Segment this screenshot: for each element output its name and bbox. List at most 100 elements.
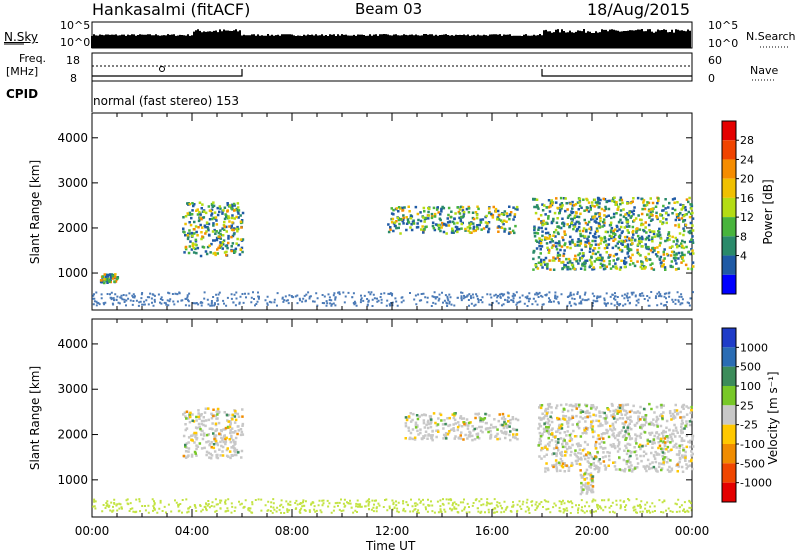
velocity-echo-cells — [459, 412, 505, 441]
power-echo-cells — [390, 206, 517, 233]
velocity-echo-cells — [189, 407, 238, 457]
power-echo-cells — [101, 274, 119, 285]
power-colorbar-tick-label: 16 — [740, 192, 754, 205]
freq-series — [92, 69, 692, 77]
nave-tick-top: 60 — [708, 54, 722, 67]
cpid-label: CPID — [6, 87, 39, 101]
velocity-ytick-label: 3000 — [57, 382, 88, 396]
freq-label: Freq. — [19, 52, 47, 65]
velocity-colorbar-frame — [721, 327, 737, 503]
freq-tick-bottom: 8 — [70, 72, 77, 85]
power-colorbar-tick-label: 8 — [740, 230, 747, 243]
cpid-text: normal (fast stereo) 153 — [93, 94, 240, 108]
velocity-colorbar-tick-label: -100 — [740, 438, 765, 451]
velocity-echo-cells — [551, 404, 682, 472]
velocity-frame — [91, 318, 693, 518]
velocity-colorbar-swatch — [722, 366, 736, 386]
date-title: 18/Aug/2015 — [587, 0, 691, 19]
velocity-colorbar-swatch — [722, 405, 736, 425]
nsearch-label: N.Search — [746, 30, 796, 43]
velocity-echo-cells — [404, 412, 519, 440]
freq-frame — [91, 52, 693, 82]
power-colorbar-frame — [721, 120, 737, 295]
power-echo-region-2 — [532, 196, 695, 271]
velocity-echo-region-2 — [537, 402, 695, 474]
nsearch-tick-bottom: 10^0 — [708, 37, 739, 50]
x-tick-label: 00:00 — [75, 524, 110, 538]
freq-tick-top: 18 — [66, 54, 80, 67]
velocity-ground-scatter — [92, 498, 693, 514]
nsky-tick-bottom: 10^0 — [60, 36, 91, 49]
power-ytick-label: 2000 — [57, 221, 88, 235]
nsky-label: N.Sky — [4, 30, 39, 44]
velocity-colorbar-tick-label: -25 — [740, 419, 758, 432]
x-tick-label: 00:00 — [675, 524, 710, 538]
power-ytick-label: 1000 — [57, 266, 88, 280]
power-colorbar-swatch — [722, 274, 736, 294]
nsky-tick-top: 10^5 — [60, 19, 91, 32]
x-tick-label: 04:00 — [175, 524, 210, 538]
x-tick-label: 20:00 — [575, 524, 610, 538]
velocity-colorbar-swatch — [722, 444, 736, 464]
power-colorbar-tick-label: 20 — [740, 173, 754, 186]
power-colorbar-swatch — [722, 140, 736, 160]
velocity-colorbar-swatch — [722, 463, 736, 483]
freq-unit-label: [MHz] — [6, 65, 39, 78]
velocity-echo-cells — [591, 475, 594, 478]
x-tick-label: 12:00 — [375, 524, 410, 538]
power-colorbar-swatch — [722, 197, 736, 218]
power-colorbar-tick-label: 12 — [740, 211, 754, 224]
power-echo-cells — [103, 273, 117, 281]
power-echo-region-1 — [387, 205, 519, 235]
power-colorbar-swatch — [722, 217, 736, 237]
velocity-ytick-label: 1000 — [57, 473, 88, 487]
power-echo-cells — [390, 205, 517, 233]
velocity-echo-cells — [537, 402, 695, 474]
velocity-ytick-label: 2000 — [57, 428, 88, 442]
beam-title: Beam 03 — [355, 0, 423, 18]
power-echo-cells — [183, 202, 243, 255]
velocity-echo-region-3 — [579, 471, 595, 496]
power-colorbar-swatch — [722, 121, 736, 141]
power-echo-cells — [387, 205, 519, 235]
power-ytick-label: 4000 — [57, 131, 88, 145]
velocity-echo-region-1 — [404, 412, 520, 442]
nave-tick-bottom: 0 — [708, 72, 715, 85]
power-colorbar-swatch — [722, 236, 736, 256]
x-tick-label: 08:00 — [275, 524, 310, 538]
power-echo-cells — [99, 273, 118, 284]
power-ground-scatter — [92, 291, 694, 307]
velocity-colorbar-swatch — [722, 424, 736, 444]
velocity-echo-cells — [583, 473, 593, 485]
power-echo-cells — [532, 196, 694, 271]
nsearch-tick-top: 10^5 — [708, 19, 739, 32]
nave-label: Nave — [750, 64, 779, 77]
power-colorbar-tick-label: 28 — [740, 134, 754, 147]
velocity-colorbar-tick-label: 100 — [740, 380, 761, 393]
velocity-echo-cells — [414, 412, 508, 439]
power-ytick-label: 3000 — [57, 176, 88, 190]
power-colorbar-swatch — [722, 159, 736, 179]
velocity-colorbar-tick-label: -1000 — [740, 477, 772, 490]
freq-anomaly-marker — [159, 66, 165, 72]
power-echo-cells — [387, 205, 517, 235]
velocity-ytick-label: 4000 — [57, 337, 88, 351]
velocity-echo-cells — [539, 406, 693, 473]
power-echo-region-3 — [99, 273, 120, 285]
power-echo-cells — [182, 202, 245, 258]
power-colorbar-tick-label: 24 — [740, 153, 754, 166]
x-tick-label: 16:00 — [475, 524, 510, 538]
velocity-colorbar-swatch — [722, 386, 736, 406]
velocity-colorbar-swatch — [722, 328, 736, 348]
velocity-colorbar-tick-label: -500 — [740, 457, 765, 470]
power-echo-region-0 — [182, 201, 245, 258]
power-colorbar-swatch — [722, 178, 736, 198]
nsky-series — [91, 29, 691, 48]
velocity-echo-region-0 — [182, 407, 245, 460]
x-axis-label: Time UT — [366, 539, 416, 553]
station-title: Hankasalmi (fitACF) — [92, 0, 251, 19]
velocity-colorbar-swatch — [722, 347, 736, 367]
velocity-echo-cells — [404, 412, 520, 442]
power-colorbar-swatch — [722, 255, 736, 275]
velocity-echo-cells — [404, 412, 519, 441]
